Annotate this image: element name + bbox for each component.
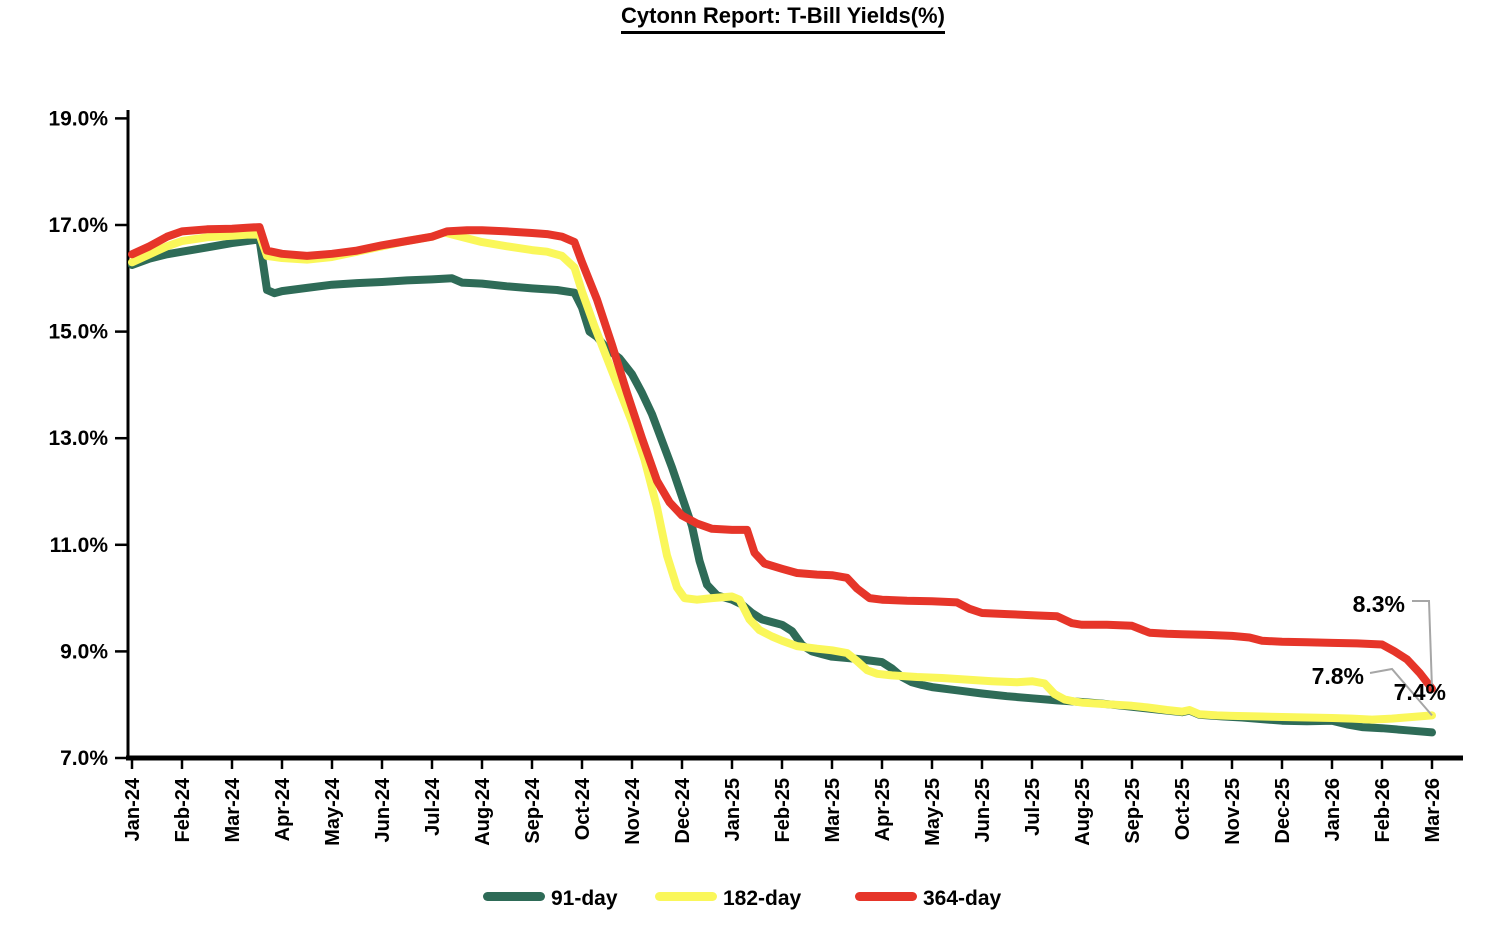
x-tick-label: Jul-25	[1022, 778, 1044, 836]
annotation-label-91-day: 7.4%	[1394, 679, 1446, 705]
legend-label-182-day: 182-day	[723, 887, 802, 910]
x-tick-label: May-25	[922, 778, 944, 846]
legend-label-91-day: 91-day	[551, 887, 618, 910]
x-tick-label: Aug-25	[1072, 778, 1094, 846]
x-tick-label: Oct-25	[1172, 778, 1194, 840]
legend-item-364-day: 364-day	[855, 887, 1002, 910]
x-tick-label: Feb-24	[172, 777, 194, 842]
x-tick-label: Oct-24	[572, 777, 594, 840]
x-tick-label: Jun-25	[972, 778, 994, 842]
annotation-leader-182-day	[1369, 667, 1433, 717]
legend-swatch-364-day	[855, 892, 917, 901]
x-tick-label: Nov-24	[622, 777, 644, 845]
x-tick-label: Sep-24	[522, 777, 544, 843]
y-tick-label: 7.0%	[60, 747, 108, 770]
x-tick-label: Feb-26	[1372, 778, 1394, 842]
legend-item-182-day: 182-day	[655, 887, 802, 910]
annotation-label-182-day: 7.8%	[1312, 663, 1364, 689]
series-line-364-day	[128, 223, 1436, 693]
series-line-91-day	[128, 235, 1436, 737]
legend-swatch-91-day	[483, 892, 545, 901]
x-tick-label: Jan-24	[122, 777, 144, 841]
annotation-leader-364-day	[1412, 600, 1433, 689]
x-tick-label: Nov-25	[1222, 778, 1244, 845]
x-tick-label: Apr-25	[872, 778, 894, 841]
y-tick-label: 19.0%	[48, 107, 108, 130]
chart-title-bar: Cytonn Report: T-Bill Yields(%)	[0, 3, 1498, 34]
legend: 91-day 182-day 364-day	[483, 887, 1002, 910]
x-tick-label: Dec-25	[1272, 778, 1294, 844]
x-tick-label: Mar-25	[822, 778, 844, 842]
chart-title: Cytonn Report: T-Bill Yields(%)	[621, 3, 945, 34]
y-tick-label: 9.0%	[60, 640, 108, 663]
y-tick-label: 17.0%	[48, 214, 108, 237]
legend-item-91-day: 91-day	[483, 887, 618, 910]
x-tick-label: Sep-25	[1122, 778, 1144, 844]
x-tick-label: Apr-24	[272, 777, 294, 841]
y-tick-label: 15.0%	[48, 321, 108, 344]
x-tick-label: Dec-24	[672, 777, 694, 843]
y-tick-label: 13.0%	[48, 427, 108, 450]
x-tick-label: Jun-24	[372, 777, 394, 842]
x-tick-label: Aug-24	[472, 777, 494, 846]
annotation-label-364-day: 8.3%	[1353, 591, 1405, 617]
legend-label-364-day: 364-day	[923, 887, 1002, 910]
legend-swatch-182-day	[655, 892, 717, 901]
series-line-182-day	[128, 228, 1436, 724]
x-tick-label: Mar-26	[1422, 778, 1444, 842]
x-tick-label: Jan-25	[722, 778, 744, 841]
x-tick-label: Feb-25	[772, 778, 794, 842]
y-tick-label: 11.0%	[50, 534, 109, 557]
x-tick-label: Mar-24	[222, 777, 244, 842]
x-tick-label: Jul-24	[422, 777, 444, 836]
x-tick-label: Jan-26	[1322, 778, 1344, 841]
x-tick-label: May-24	[322, 777, 344, 846]
